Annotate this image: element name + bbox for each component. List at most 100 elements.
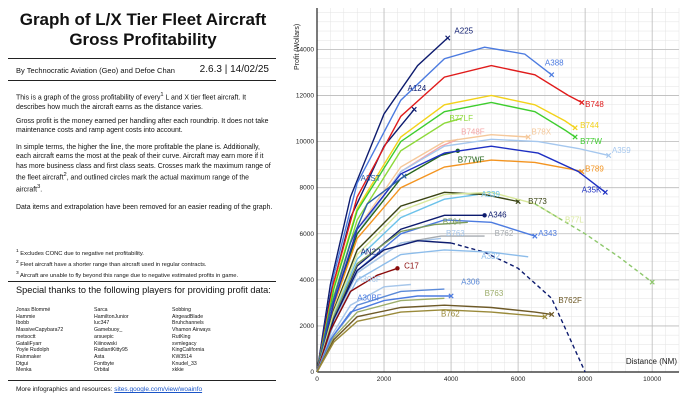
page-title: Graph of L/X Tier Fleet Aircraft Gross P… — [8, 10, 278, 50]
thanks-name: Sarca — [94, 307, 108, 313]
footnote-3-num: 3 — [16, 271, 19, 276]
max-range-cross — [549, 72, 555, 78]
series-line — [316, 159, 582, 373]
p3-text-c: . — [40, 186, 43, 194]
thanks-name: GataliFyarr — [16, 340, 42, 347]
series-label: A343 — [538, 229, 557, 238]
series-label: A306 — [461, 277, 480, 286]
thanks-name: Knudel_33 — [172, 360, 197, 367]
title-divider — [8, 58, 276, 59]
max-range-cross — [448, 293, 454, 299]
series-label: AN22 — [361, 248, 382, 257]
series-line — [316, 191, 519, 373]
series-label: A346 — [488, 211, 507, 220]
series-line — [316, 64, 583, 373]
series-label: A388 — [545, 59, 564, 68]
y-tick-label: 2000 — [300, 323, 315, 330]
x-tick-label: 4000 — [444, 376, 459, 383]
profit-chart: 0 2000 4000 6000 8000 10000 0 2000 4000 6000 8000 1… — [294, 8, 680, 383]
max-range-cross — [649, 279, 655, 285]
thanks-name: KW3514 — [172, 353, 192, 360]
series-line — [316, 101, 576, 373]
series-label: B762F — [558, 296, 582, 305]
x-tick-label: 0 — [315, 376, 319, 383]
thanks-name: AirgeadBlade — [172, 313, 204, 320]
thanks-name: Asta — [94, 353, 105, 360]
thanks-name: xkkie — [172, 367, 184, 374]
series-label: A3ST — [361, 174, 381, 183]
series-line — [316, 145, 606, 373]
series-label: A339 — [481, 190, 500, 199]
footer-divider — [8, 380, 276, 381]
thanks-name: Vhamon Airways — [172, 327, 211, 334]
thanks-name: luc347 — [94, 320, 110, 327]
thanks-name: Kiiinowski — [94, 340, 117, 347]
thanks-name: RadiantKitty95 — [94, 347, 128, 354]
y-tick-label: 10000 — [296, 139, 314, 146]
series-label: B77LF — [449, 114, 473, 123]
x-tick-label: 2000 — [377, 376, 392, 383]
series-label: A225 — [454, 26, 473, 35]
y-tick-label: 6000 — [300, 231, 315, 238]
max-range-cross — [411, 106, 417, 112]
series-line — [316, 304, 552, 373]
title-line-2: Gross Profitability — [69, 30, 217, 49]
series-label: B748 — [585, 100, 604, 109]
max-range-cross — [572, 134, 578, 140]
series-line — [316, 191, 563, 373]
series-line — [316, 297, 445, 373]
plot-area: 0 2000 4000 6000 8000 10000 0 2000 4000 6000 8000 1… — [294, 8, 680, 383]
footer-text: More infographics and resources: — [16, 386, 115, 393]
series-label: B789 — [585, 165, 604, 174]
byline-divider — [8, 80, 276, 81]
footer: More infographics and resources: sites.g… — [16, 386, 202, 393]
series-line — [316, 309, 545, 373]
thanks-name: Jonas Blommé — [16, 307, 51, 313]
thanks-name: MassiveCapybara72 — [16, 327, 64, 334]
footnote-1-text: Excludes CONC due to negative net profit… — [18, 250, 144, 257]
footnote-3: 3 Aircraft are unable to fly beyond this… — [16, 270, 274, 280]
footnote-divider — [8, 281, 276, 282]
resources-link[interactable]: sites.google.com/view/woainfo — [114, 386, 203, 393]
p1-footnote-ref: 1 — [160, 92, 164, 98]
p3-text-a: In simple terms, the higher the line, th… — [16, 144, 271, 182]
series-label: A124 — [408, 84, 427, 93]
x-tick-label: 10000 — [643, 376, 661, 383]
max-range-cross — [532, 233, 538, 239]
series-label: B77L — [565, 215, 584, 224]
series-line-extrapolated — [450, 242, 586, 373]
max-range-cross — [401, 173, 407, 179]
thanks-name: Sobbing — [172, 307, 192, 313]
p3-text-b: , and outlined circles mark the actual m… — [16, 174, 250, 194]
y-tick-label: 14000 — [296, 46, 314, 53]
series-label: A306F — [357, 275, 381, 284]
thanks-name: Orbital — [94, 367, 110, 374]
y-tick-label: 0 — [310, 369, 314, 376]
note-paragraph: Data items and extrapolation have been r… — [16, 204, 273, 211]
series-label: B763 — [485, 289, 504, 298]
title-line-1: Graph of L/X Tier Fleet Aircraft — [19, 10, 267, 29]
max-range-cross — [602, 189, 608, 195]
series-label: B77W — [580, 137, 602, 146]
y-axis-label: Profit (Wollars) — [294, 24, 301, 70]
gross-profit-paragraph: Gross profit is the money earned per han… — [16, 118, 269, 135]
series-label: B762 — [495, 229, 514, 238]
series-line-extrapolated — [534, 203, 653, 283]
byline: By Technocratic Aviation (Geo) and Defoe… — [16, 66, 175, 75]
max-range-marker — [395, 266, 400, 271]
info-panel: Graph of L/X Tier Fleet Aircraft Gross P… — [0, 0, 279, 402]
max-range-cross — [525, 134, 531, 140]
thanks-name: Yoyle Rudolph — [16, 347, 50, 354]
thanks-name: HamiltonJunior — [94, 313, 129, 320]
thanks-heading: Special thanks to the following players … — [16, 285, 271, 295]
thanks-name: Bruhchannels — [172, 320, 204, 327]
series-label: A30BF — [357, 294, 382, 303]
footnote-2: 2 Fleet aircraft have a shorter range th… — [16, 259, 274, 269]
x-tick-label: 8000 — [578, 376, 593, 383]
series-label: B762 — [441, 310, 460, 319]
intro-paragraph: This is a graph of the gross profitabili… — [16, 91, 274, 112]
series-line — [316, 175, 405, 373]
series-label: B764 — [443, 218, 462, 227]
footnote-2-num: 2 — [16, 260, 19, 265]
series-label: A332 — [481, 252, 500, 261]
